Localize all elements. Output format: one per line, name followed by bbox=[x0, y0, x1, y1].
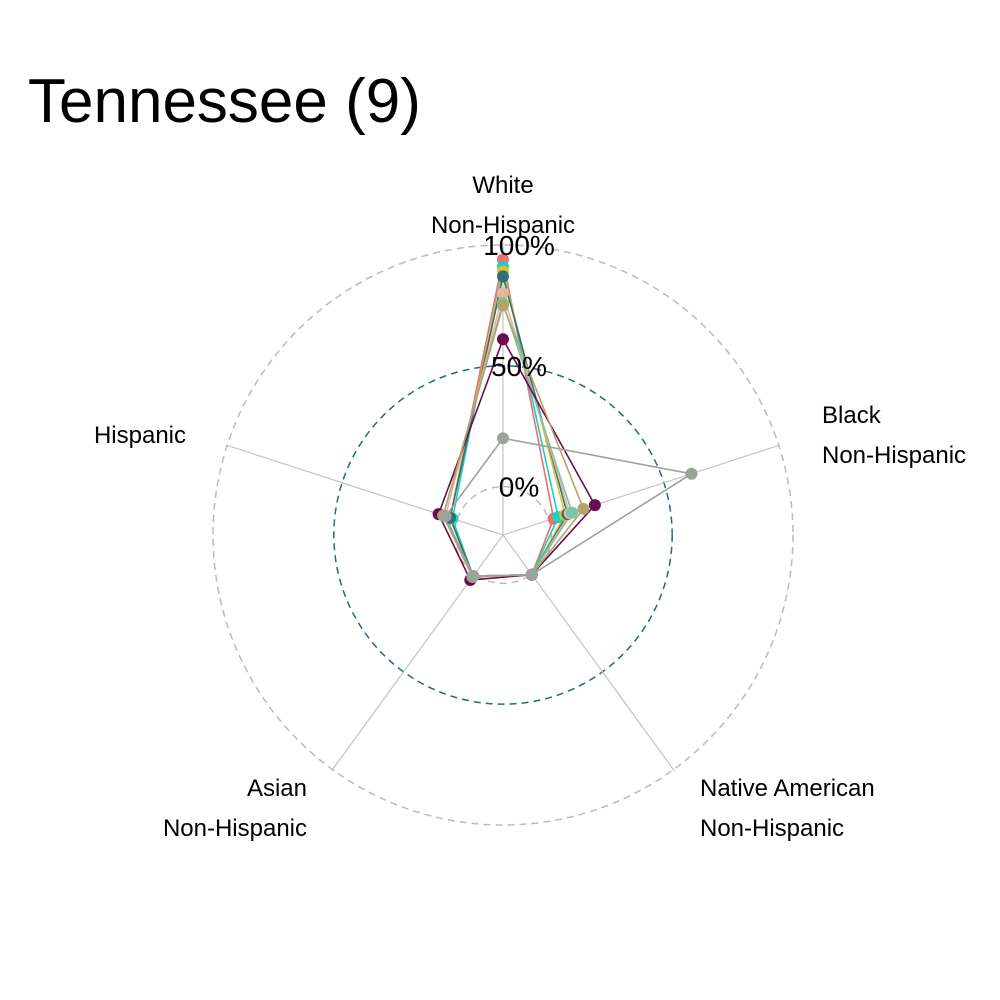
grid-ring-2 bbox=[212, 244, 794, 826]
data-point-s8-a0 bbox=[497, 432, 509, 445]
axis-label-line: Non-Hispanic bbox=[700, 815, 844, 842]
radar-spokes bbox=[225, 243, 781, 772]
data-point-s6-a1 bbox=[588, 499, 601, 512]
axis-label-line: Non-Hispanic bbox=[431, 212, 575, 239]
axis-label-1: Black Non-Hispanic bbox=[822, 402, 966, 469]
series-line-6 bbox=[437, 337, 596, 581]
series-line-8 bbox=[444, 437, 694, 577]
series-lines bbox=[437, 259, 694, 581]
data-point-s7-a1 bbox=[577, 502, 590, 515]
data-point-s8-a1 bbox=[685, 467, 698, 480]
axis-label-line: Non-Hispanic bbox=[163, 815, 307, 842]
data-point-s8-a4 bbox=[439, 510, 452, 523]
axis-label-line: Hispanic bbox=[94, 422, 186, 449]
axis-label-4: Hispanic bbox=[94, 422, 186, 449]
tick-label-1: 50% bbox=[491, 351, 547, 382]
data-point-s3-a0 bbox=[497, 270, 509, 283]
spoke-3 bbox=[331, 534, 504, 772]
data-point-s5-a1 bbox=[566, 506, 578, 519]
data-point-s8-a3 bbox=[467, 570, 480, 583]
series-line-7 bbox=[442, 302, 585, 578]
data-point-s4-a0 bbox=[497, 287, 509, 300]
chart-title: Tennessee (9) bbox=[28, 67, 421, 136]
spoke-4 bbox=[225, 444, 504, 536]
tick-label-2: 100% bbox=[483, 230, 555, 261]
tick-label-0: 0% bbox=[499, 472, 539, 503]
axis-label-line: Non-Hispanic bbox=[822, 442, 966, 469]
data-point-s7-a0 bbox=[497, 299, 509, 312]
grid-ring-0 bbox=[453, 485, 553, 585]
axis-label-line: White bbox=[472, 172, 533, 199]
series-points bbox=[432, 253, 698, 586]
axis-label-3: Asian Non-Hispanic bbox=[163, 775, 307, 842]
axis-label-2: Native American Non-Hispanic bbox=[700, 775, 875, 842]
tick-labels: 0% 50% 100% bbox=[483, 230, 555, 503]
axis-label-0: White Non-Hispanic bbox=[431, 172, 575, 239]
data-point-s6-a0 bbox=[497, 333, 509, 346]
data-point-s8-a2 bbox=[525, 568, 538, 581]
axis-label-line: Black bbox=[822, 402, 882, 429]
axis-label-line: Asian bbox=[247, 775, 307, 802]
axis-label-line: Native American bbox=[700, 775, 875, 802]
